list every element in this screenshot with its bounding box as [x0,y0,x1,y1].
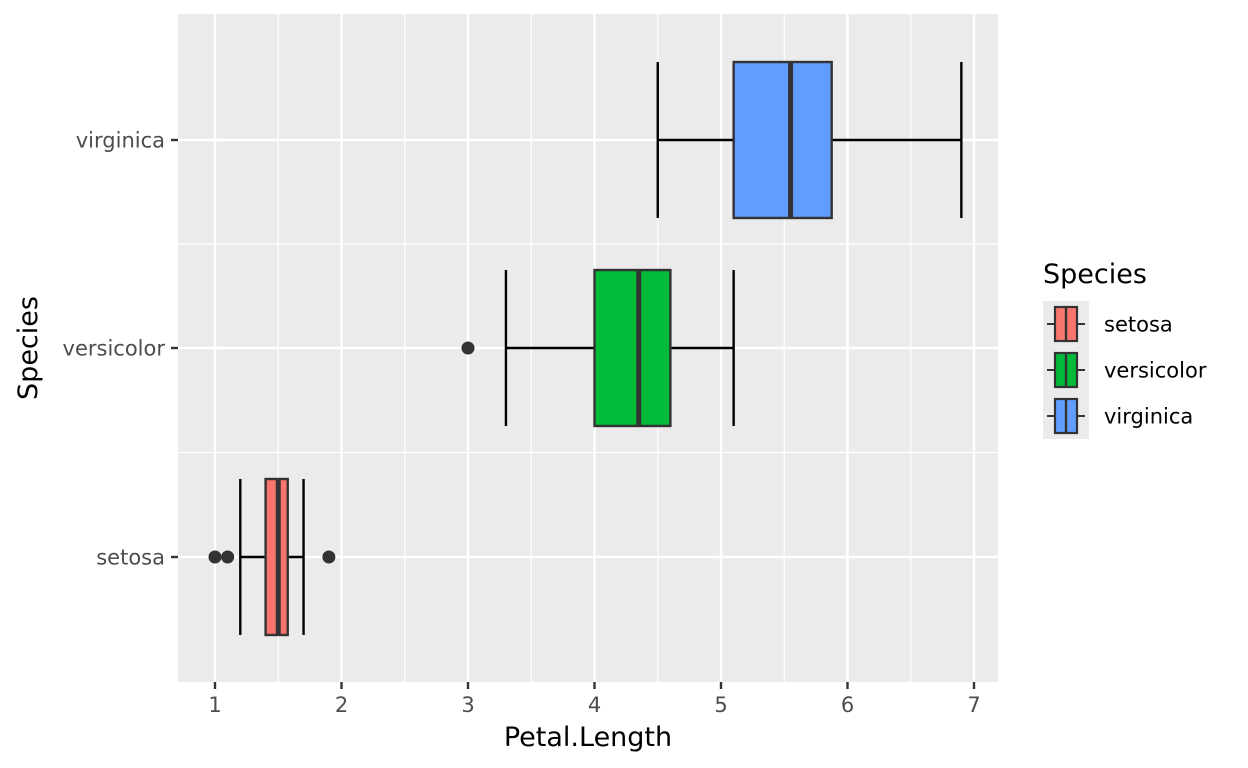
legend-label: setosa [1104,313,1173,337]
x-tick-label: 5 [714,693,727,717]
legend: Species setosa versicolor virginica [1043,259,1207,439]
outlier-point [322,550,336,564]
outlier-point [208,550,222,564]
legend-title: Species [1043,259,1147,290]
legend-label: versicolor [1104,359,1207,383]
x-tick-label: 6 [841,693,854,717]
outlier-point [461,341,475,355]
x-tick-label: 7 [967,693,980,717]
legend-item-versicolor: versicolor [1043,347,1207,393]
x-axis: 1 2 3 4 5 6 7 [208,682,981,717]
box-iqr [732,60,833,220]
y-tick-label: virginica [76,129,165,153]
box-versicolor [461,268,735,428]
x-tick-label: 2 [335,693,348,717]
legend-item-setosa: setosa [1043,301,1173,347]
y-axis-title: Species [13,296,44,400]
y-tick-label: setosa [96,546,165,570]
boxes [208,60,963,637]
box-setosa [208,477,336,637]
box-virginica [656,60,963,220]
outlier-point [221,550,235,564]
x-tick-label: 3 [461,693,474,717]
x-tick-label: 4 [588,693,601,717]
box-iqr [593,268,672,428]
x-axis-title: Petal.Length [504,722,672,753]
legend-label: virginica [1104,405,1193,429]
x-tick-label: 1 [208,693,221,717]
y-axis: setosa versicolor virginica [63,129,178,570]
y-tick-label: versicolor [63,337,166,361]
legend-item-virginica: virginica [1043,393,1193,439]
